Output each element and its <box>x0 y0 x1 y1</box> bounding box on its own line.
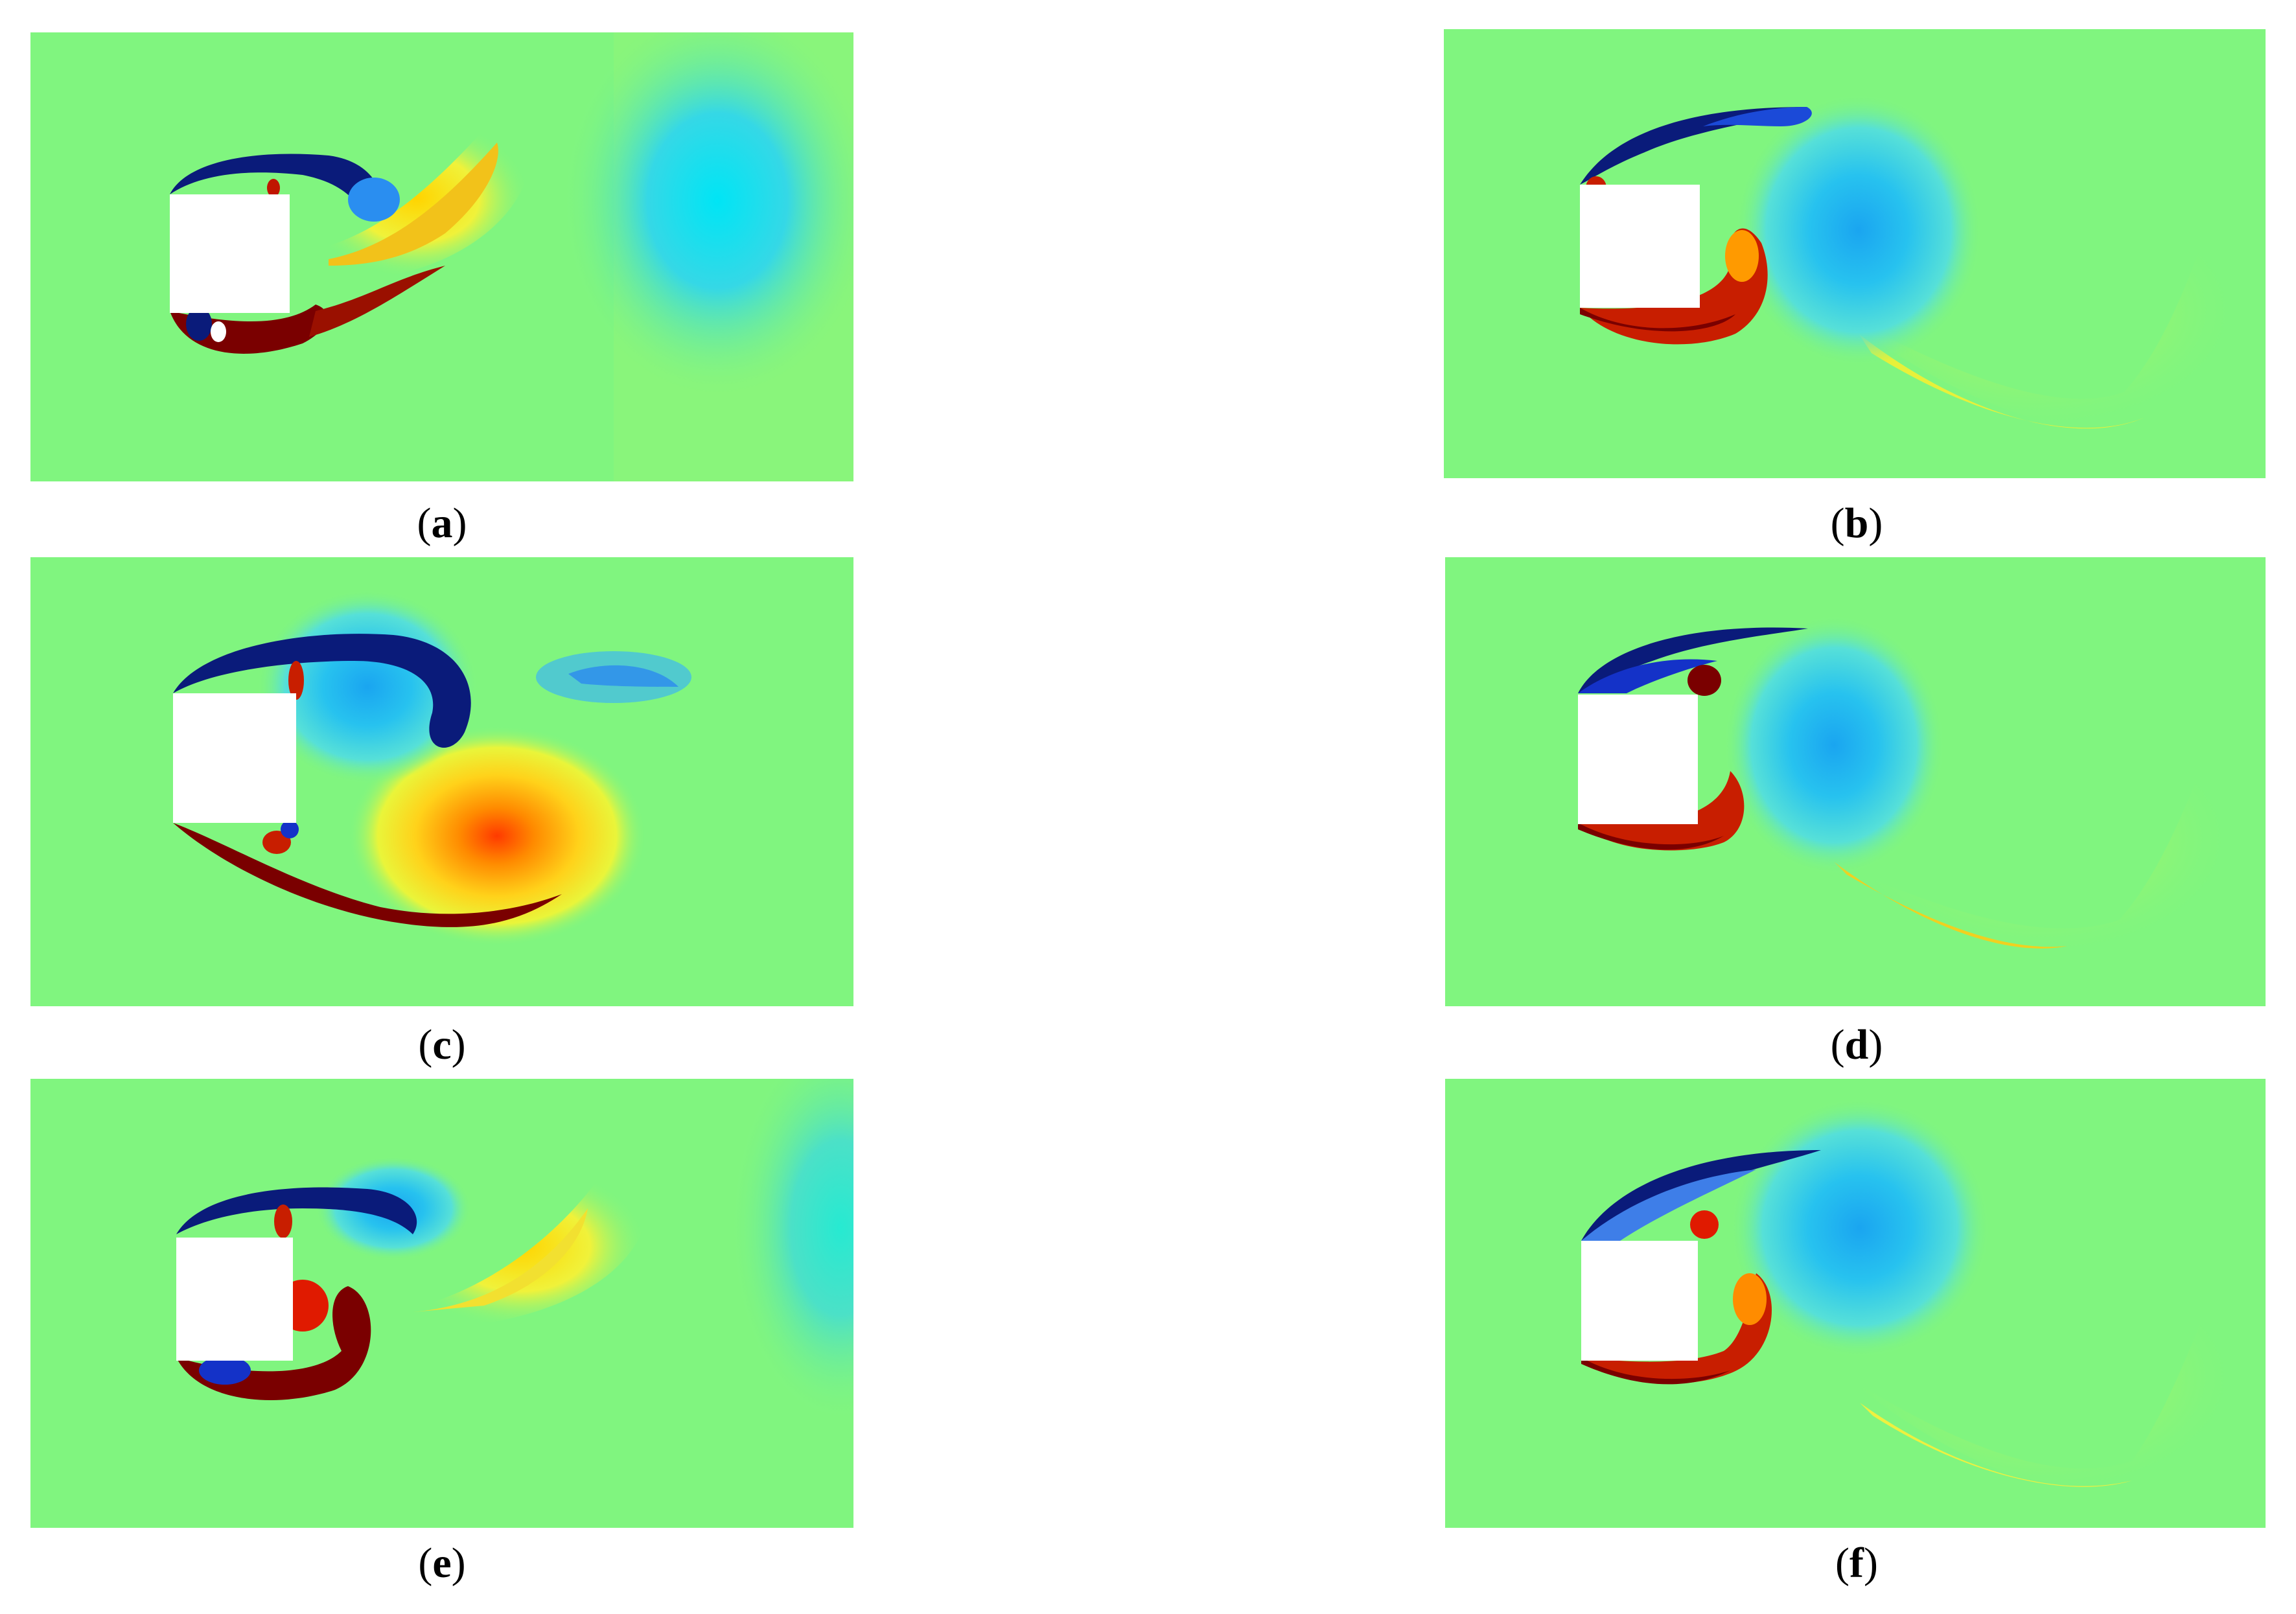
wake-yellow-band <box>1847 719 2236 958</box>
shear-layer-red <box>1581 1273 1772 1384</box>
shear-layer-blue <box>173 634 471 748</box>
square-cylinder <box>170 194 290 313</box>
shear-layer-red <box>1578 771 1745 851</box>
shear-layer-red <box>173 823 562 927</box>
contour-panel-b <box>1444 29 2266 478</box>
contour-panel-f <box>1445 1079 2266 1528</box>
caption-f: (f) <box>1835 1539 1878 1587</box>
shear-layer-blue <box>176 1187 417 1234</box>
shear-layer-blue <box>1580 107 1807 185</box>
shear-layer-blue <box>1581 1150 1821 1241</box>
square-cylinder <box>1578 695 1698 824</box>
vortex-orange <box>348 726 646 946</box>
vortex-cyan <box>1735 94 1982 366</box>
square-cylinder <box>173 693 296 823</box>
square-cylinder <box>1580 185 1700 308</box>
contour-panel-d <box>1445 557 2266 1006</box>
caption-c: (c) <box>418 1021 466 1068</box>
contour-panel-a <box>30 32 853 481</box>
caption-a: (a) <box>417 500 467 547</box>
vortex-cyan <box>730 1079 853 1422</box>
wake-yellow-band <box>1847 1260 2240 1496</box>
square-cylinder <box>1581 1241 1698 1361</box>
vortex-cyan <box>1730 1098 1989 1357</box>
caption-d: (d) <box>1830 1021 1883 1068</box>
contour-panel-e <box>30 1079 853 1528</box>
contour-panel-c <box>30 557 853 1006</box>
shear-layer-blue <box>170 154 380 220</box>
wake-yellow-band <box>1833 191 2242 431</box>
caption-e: (e) <box>418 1539 466 1587</box>
shear-layer-red <box>1580 228 1768 345</box>
square-cylinder <box>176 1238 293 1361</box>
caption-b: (b) <box>1830 500 1883 547</box>
vortex-cyan <box>562 32 853 395</box>
shear-layer-yellow <box>303 118 531 279</box>
wake-yellow <box>393 1164 647 1328</box>
shear-layer-blue <box>1578 627 1808 693</box>
vortex-cyan <box>1724 616 1944 875</box>
